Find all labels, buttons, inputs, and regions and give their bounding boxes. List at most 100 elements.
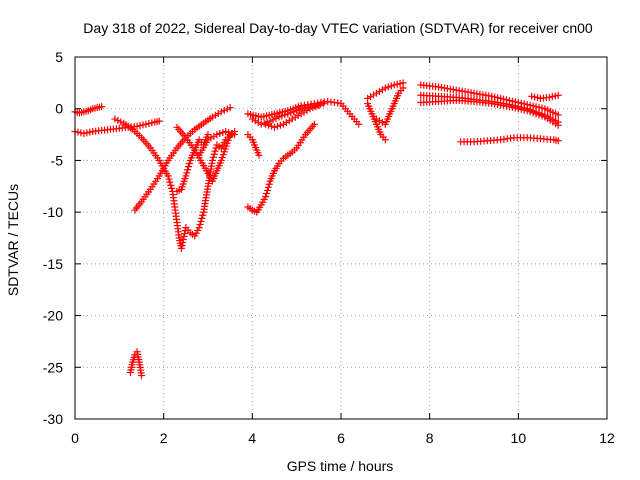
data-point [177,244,185,252]
series-arc-7 [173,123,234,185]
data-point [231,131,239,139]
data-point [114,116,122,124]
data-point [219,129,227,137]
data-point [548,93,556,101]
data-point [181,230,189,238]
data-point [279,120,287,128]
data-point [264,183,272,191]
data-point [284,110,292,118]
data-point [80,130,88,138]
data-point [313,101,321,109]
data-point [304,103,312,111]
series-arc-9 [126,348,145,380]
x-tick-label: 0 [71,430,79,446]
data-point [299,105,307,113]
data-point [117,118,125,126]
data-point [554,121,562,129]
data-point [294,112,302,120]
data-point [378,86,386,94]
data-point [74,128,82,136]
data-point [526,108,534,116]
data-point [306,105,314,113]
data-point [184,163,192,171]
y-tick-label: -10 [43,204,63,220]
series-arc-1 [71,103,106,117]
data-point [554,91,562,99]
data-point [535,111,543,119]
data-point [287,109,295,117]
data-point [372,115,380,123]
data-point [185,160,193,168]
data-point [155,117,163,125]
data-point [300,108,308,116]
data-point [296,106,304,114]
data-point [255,151,263,159]
data-point [514,105,522,113]
y-tick-label: -5 [51,152,64,168]
data-point [290,108,298,116]
series-arc-2 [71,117,163,138]
data-point [86,128,94,136]
series-arc-21 [417,96,562,129]
series-arc-4 [131,104,234,214]
data-point [209,153,217,161]
data-point [198,214,206,222]
data-point [211,111,219,119]
data-point [266,117,274,125]
data-point [265,121,273,129]
y-axis-label: SDTVAR / TECUs [5,184,21,296]
series-arc-19 [417,81,562,119]
data-point [184,166,192,174]
grid [75,57,607,419]
data-point [370,91,378,99]
data-point [210,150,218,158]
data-point [260,119,268,127]
y-tick-label: -30 [43,411,63,427]
data-point [251,117,259,125]
x-tick-label: 12 [599,430,615,446]
data-point [179,238,187,246]
data-point [538,104,546,112]
data-point [312,103,320,111]
x-tick-label: 8 [426,430,434,446]
data-point [220,106,228,114]
data-point [381,84,389,92]
data-point [166,178,174,186]
x-axis-label: GPS time / hours [287,458,394,474]
data-point [210,132,218,140]
series-arc-14 [262,102,323,131]
y-tick-label: 0 [55,101,63,117]
data-point [273,122,281,130]
data-point [211,147,219,155]
data-point [263,190,271,198]
data-point [179,235,187,243]
data-point [282,119,290,127]
data-point [196,221,204,229]
y-tick-label: -25 [43,359,63,375]
y-tick-label: -15 [43,256,63,272]
data-point [268,122,276,130]
data-point [142,120,150,128]
data-point [269,116,277,124]
data-point [505,103,513,111]
data-point [222,127,230,135]
data-point [178,241,186,249]
data-point [182,172,190,180]
data-point [303,106,311,114]
data-point [262,120,270,128]
data-point [364,94,372,102]
data-point [111,115,119,123]
chart-title: Day 318 of 2022, Sidereal Day-to-day VTE… [83,20,593,36]
data-point [378,119,386,127]
data-point [208,156,216,164]
data-point [168,184,176,192]
data-point [77,129,85,137]
data-point [551,92,559,100]
series-arc-5 [164,127,239,252]
data-point [393,80,401,88]
data-point [309,104,317,112]
data-point [372,89,380,97]
data-point [228,130,236,138]
data-point [265,180,273,188]
